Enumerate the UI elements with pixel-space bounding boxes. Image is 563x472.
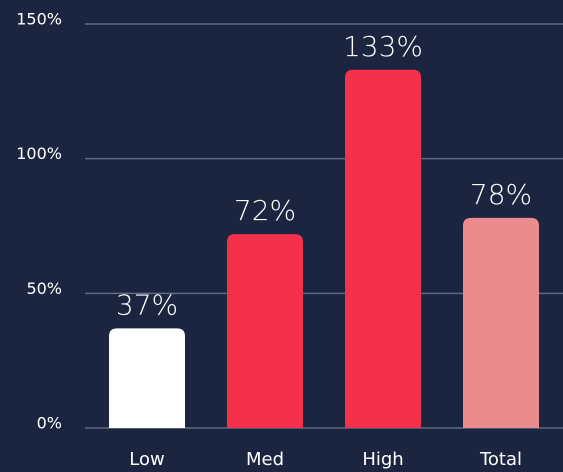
x-tick-label: Med [246, 449, 284, 470]
value-label: 133% [343, 30, 423, 63]
x-tick-label: Total [479, 449, 522, 470]
bar [463, 217, 539, 428]
value-label: 72% [234, 194, 296, 227]
x-tick-label: Low [129, 449, 164, 470]
y-tick-label: 150% [16, 10, 62, 29]
x-tick-label: High [362, 449, 403, 470]
value-label: 78% [470, 178, 532, 211]
y-tick-label: 0% [37, 414, 62, 433]
y-tick-label: 100% [16, 144, 62, 163]
y-tick-label: 50% [26, 279, 62, 298]
value-label: 37% [116, 288, 178, 321]
bar [345, 69, 421, 428]
bar [109, 328, 185, 428]
bar [227, 234, 303, 428]
